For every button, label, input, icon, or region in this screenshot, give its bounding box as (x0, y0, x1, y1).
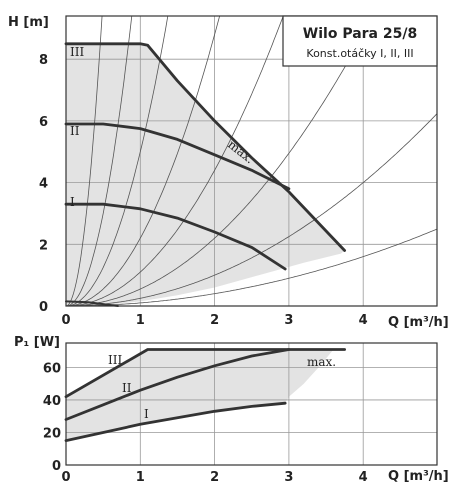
head-label-II: II (70, 124, 80, 138)
chart-title: Wilo Para 25/8 (303, 26, 417, 42)
head-y-tick-0: 0 (39, 300, 48, 315)
power-y-tick-0: 0 (52, 459, 61, 474)
head-y-axis-label: H [m] (8, 15, 49, 30)
power-y-tick-40: 40 (43, 394, 61, 409)
power-curve-III (64, 348, 347, 399)
head-x-tick-1: 1 (136, 313, 145, 328)
head-x-tick-3: 3 (284, 313, 293, 328)
head-chart: 0 1 2 3 4 0 2 4 6 8 H [m] Q [m³/h] Wilo Para 25/8… (8, 15, 449, 330)
head-y-tick-8: 8 (39, 53, 48, 68)
head-x-tick-0: 0 (61, 313, 70, 328)
system-curve-2 (66, 16, 133, 306)
head-curve-I (64, 202, 287, 271)
system-curve-6 (66, 16, 374, 306)
power-x-axis-label: Q [m³/h] (388, 469, 449, 482)
head-y-tick-6: 6 (39, 115, 48, 130)
power-curve-I (64, 401, 287, 443)
chart-subtitle: Konst.otáčky I, II, III (306, 47, 413, 60)
system-curve-7 (66, 113, 437, 306)
power-series (64, 348, 347, 443)
power-grid (66, 343, 437, 465)
head-y-tick-2: 2 (39, 238, 48, 253)
power-x-tick-3: 3 (284, 470, 293, 482)
power-x-tick-1: 1 (136, 470, 145, 482)
power-plot-frame (65, 342, 438, 466)
power-x-tick-2: 2 (210, 470, 219, 482)
head-shaded-area (66, 43, 345, 307)
head-plot-frame (65, 15, 438, 307)
power-shaded-area (66, 349, 334, 441)
head-curve-II (64, 122, 291, 191)
power-y-tick-60: 60 (43, 361, 61, 376)
power-label-I: I (144, 407, 149, 421)
head-x-tick-2: 2 (210, 313, 219, 328)
power-x-tick-4: 4 (359, 470, 368, 482)
power-curve-II (64, 348, 291, 421)
head-label-I: I (70, 195, 75, 209)
power-label-III: III (108, 353, 122, 367)
power-x-tick-0: 0 (61, 470, 70, 482)
head-operating-area (66, 43, 345, 307)
system-curve-8 (66, 228, 437, 306)
system-curve-4 (66, 16, 221, 306)
system-curve-1 (66, 16, 103, 306)
power-y-tick-20: 20 (43, 426, 61, 441)
power-label-II: II (122, 381, 132, 395)
power-operating-area (66, 349, 334, 441)
head-curve-min (65, 300, 119, 307)
head-label-III: III (70, 45, 84, 59)
title-box (282, 15, 438, 67)
head-ticks: 0 1 2 3 4 0 2 4 6 8 (39, 53, 368, 328)
system-curves (66, 16, 437, 306)
system-curve-5 (66, 16, 284, 306)
head-series (64, 42, 347, 307)
power-y-axis-label: P₁ [W] (14, 335, 60, 350)
power-max-label: max. (307, 355, 336, 369)
system-curve-3 (66, 16, 169, 306)
head-x-axis-label: Q [m³/h] (388, 315, 449, 330)
head-x-tick-4: 4 (359, 313, 368, 328)
head-y-tick-4: 4 (39, 177, 48, 192)
